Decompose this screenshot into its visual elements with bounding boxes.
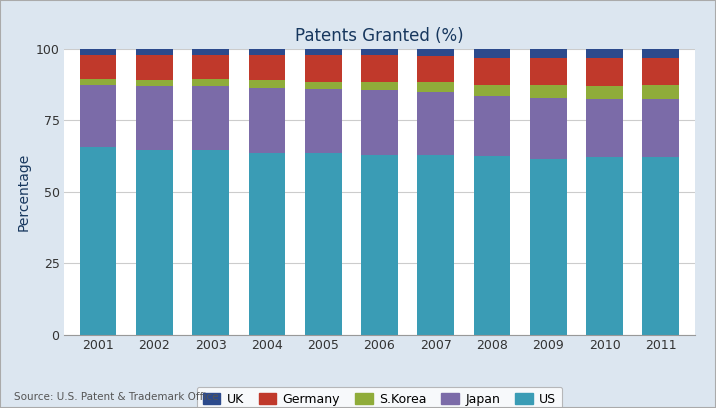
Bar [305,153,342,335]
Bar [248,88,285,153]
Bar [248,80,285,88]
Bar [361,55,398,82]
Bar [642,49,679,58]
Bar [80,79,117,85]
Bar [193,86,229,151]
Bar [417,49,454,56]
Bar [193,151,229,335]
Y-axis label: Percentage: Percentage [16,153,30,231]
Bar [361,155,398,335]
Bar [642,58,679,85]
Bar [642,85,679,99]
Bar [305,49,342,55]
Bar [642,157,679,335]
Text: Source: U.S. Patent & Trademark Office: Source: U.S. Patent & Trademark Office [14,392,219,402]
Bar [193,55,229,79]
Bar [530,58,566,85]
Bar [474,96,511,156]
Bar [474,85,511,96]
Bar [361,49,398,55]
Bar [248,55,285,80]
Bar [136,49,173,55]
Bar [530,159,566,335]
Bar [248,49,285,55]
Bar [136,151,173,335]
Bar [417,82,454,92]
Bar [193,49,229,55]
Bar [530,85,566,98]
Bar [305,82,342,89]
Bar [530,98,566,159]
Bar [474,156,511,335]
Bar [586,99,623,157]
Bar [193,79,229,86]
Bar [586,58,623,86]
Bar [417,56,454,82]
Bar [417,92,454,155]
Bar [642,99,679,157]
Bar [361,82,398,91]
Bar [530,49,566,58]
Legend: UK, Germany, S.Korea, Japan, US: UK, Germany, S.Korea, Japan, US [197,386,562,408]
Bar [80,55,117,79]
Bar [417,155,454,335]
Bar [586,49,623,58]
Title: Patents Granted (%): Patents Granted (%) [295,27,464,44]
Bar [80,49,117,55]
Bar [80,85,117,148]
Bar [136,86,173,151]
Bar [80,148,117,335]
Bar [136,80,173,86]
Bar [305,55,342,82]
Bar [586,86,623,99]
Bar [586,157,623,335]
Bar [136,55,173,80]
Bar [248,153,285,335]
Bar [305,89,342,153]
Bar [474,58,511,85]
Bar [361,91,398,155]
Bar [474,49,511,58]
